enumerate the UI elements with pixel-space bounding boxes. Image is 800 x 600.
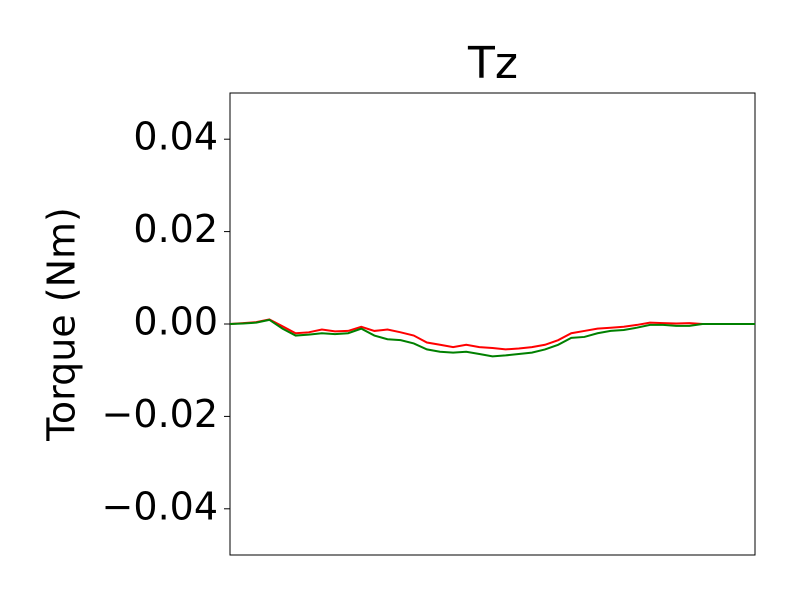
y-axis-label: Torque (Nm) — [40, 207, 84, 442]
line-series — [229, 318, 755, 351]
y-tick-label: −0.04 — [102, 484, 218, 528]
chart-title: Tz — [467, 38, 518, 89]
y-tick-label: 0.04 — [133, 115, 218, 159]
y-tick-label: 0.00 — [133, 300, 218, 344]
y-tick-label: 0.02 — [133, 207, 218, 251]
line-series — [229, 318, 755, 358]
y-tick-label: −0.02 — [102, 392, 218, 436]
